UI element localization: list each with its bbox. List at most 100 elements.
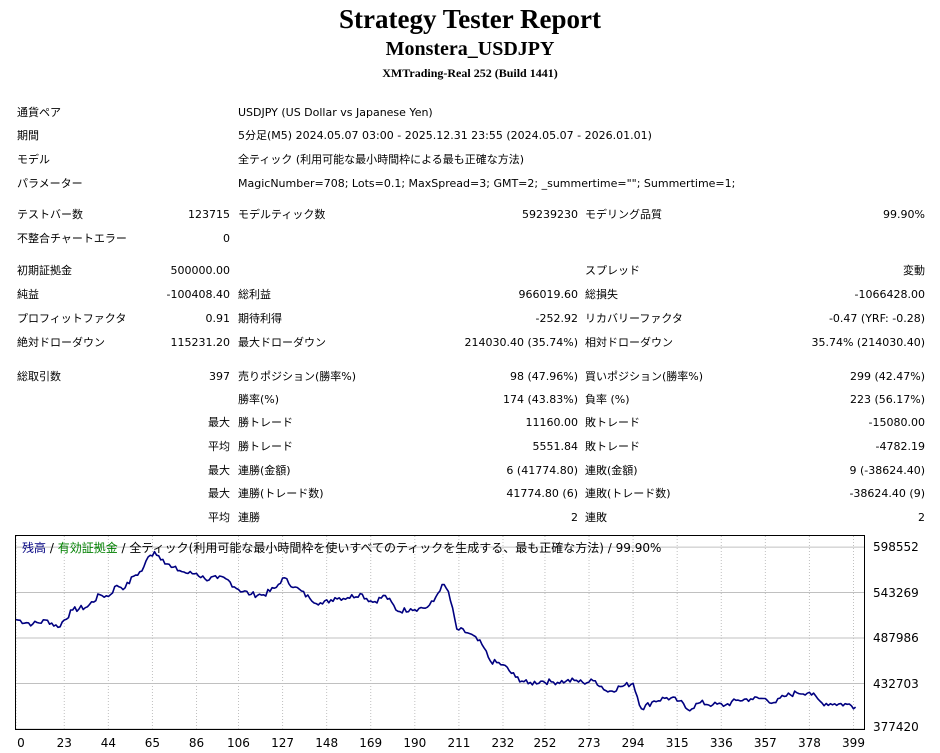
balance-chart — [15, 535, 865, 730]
x-tick-label: 148 — [315, 736, 339, 750]
pair-value: USDJPY (US Dollar vs Japanese Yen) — [238, 106, 433, 119]
max-label: 最大 — [208, 464, 230, 477]
gross-profit-label: 総利益 — [238, 288, 271, 301]
expected-payoff-label: 期待利得 — [238, 312, 282, 325]
short-positions-value: 98 (47.96%) — [509, 370, 578, 383]
net-profit-value: -100408.40 — [166, 288, 230, 301]
loss-rate-label: 負率 (%) — [585, 393, 630, 406]
avg-loss-trade-label: 敗トレード — [585, 440, 640, 453]
x-tick-label: 106 — [227, 736, 250, 750]
bars-label: テストバー数 — [17, 208, 83, 221]
profit-factor-value: 0.91 — [205, 312, 231, 325]
x-tick-label: 252 — [533, 736, 557, 750]
x-tick-label: 399 — [842, 736, 865, 750]
spread-value: 変動 — [903, 264, 925, 277]
x-tick-label: 357 — [753, 736, 777, 750]
legend-separator: / — [117, 541, 130, 555]
mismatch-label: 不整合チャートエラー — [17, 232, 127, 245]
x-tick-label: 65 — [144, 736, 161, 750]
consec-wins-count-value: 41774.80 (6) — [506, 487, 578, 500]
x-tick-label: 23 — [56, 736, 72, 750]
legend-separator: / — [46, 541, 58, 555]
rel-drawdown-label: 相対ドローダウン — [585, 336, 673, 349]
legend-model: 全ティック(利用可能な最小時間枠を使いすべてのティックを生成する、最も正確な方法… — [129, 541, 604, 555]
long-positions-value: 299 (42.47%) — [849, 370, 925, 383]
consec-wins-count-label: 連勝(トレード数) — [238, 487, 324, 500]
win-rate-value: 174 (43.83%) — [502, 393, 578, 406]
recovery-factor-value: -0.47 (YRF: -0.28) — [828, 312, 925, 325]
chart-legend: 残高 / 有効証拠金 / 全ティック(利用可能な最小時間枠を使いすべてのティック… — [22, 541, 661, 555]
balance-chart-plot — [16, 536, 864, 729]
y-tick-label: 543269 — [873, 585, 919, 600]
avg-label: 平均 — [208, 440, 230, 453]
x-tick-label: 86 — [188, 736, 205, 750]
max-drawdown-value: 214030.40 (35.74%) — [464, 336, 578, 349]
recovery-factor-label: リカバリーファクタ — [585, 312, 683, 325]
deposit-value: 500000.00 — [170, 264, 231, 277]
x-tick-label: 169 — [359, 736, 383, 750]
x-tick-label: 127 — [271, 736, 295, 750]
ticks-value: 59239230 — [522, 208, 578, 221]
expected-payoff-value: -252.92 — [535, 312, 578, 325]
y-tick-label: 377420 — [873, 720, 919, 734]
loss-rate-value: 223 (56.17%) — [849, 393, 925, 406]
avg-consec-wins-value: 2 — [571, 511, 578, 524]
avg-win-trade-value: 5551.84 — [532, 440, 579, 453]
profit-factor-label: プロフィットファクタ — [17, 312, 127, 325]
pair-label: 通貨ペア — [17, 106, 61, 119]
max-label: 最大 — [208, 416, 230, 429]
consec-losses-count-value: -38624.40 (9) — [849, 487, 925, 500]
deposit-label: 初期証拠金 — [17, 264, 72, 277]
rel-drawdown-value: 35.74% (214030.40) — [811, 336, 925, 349]
legend-separator: / — [603, 541, 616, 555]
gross-loss-value: -1066428.00 — [854, 288, 925, 301]
balance-series-line — [16, 550, 857, 712]
y-tick-label: 487986 — [873, 631, 919, 646]
report-title: Strategy Tester Report — [339, 4, 601, 34]
max-label: 最大 — [208, 487, 230, 500]
abs-drawdown-value: 115231.20 — [170, 336, 231, 349]
max-win-trade-value: 11160.00 — [525, 416, 579, 429]
x-tick-label: 190 — [403, 736, 427, 750]
y-tick-label: 598552 — [873, 540, 919, 555]
max-drawdown-label: 最大ドローダウン — [238, 336, 326, 349]
win-rate-label: 勝率(%) — [238, 393, 280, 406]
x-tick-label: 211 — [447, 736, 471, 750]
model-value: 全ティック (利用可能な最小時間枠による最も正確な方法) — [238, 153, 525, 166]
y-tick-label: 432703 — [873, 676, 919, 691]
avg-consec-wins-label: 連勝 — [238, 511, 260, 524]
abs-drawdown-label: 絶対ドローダウン — [17, 336, 105, 349]
avg-consec-losses-value: 2 — [918, 511, 925, 524]
consec-wins-amount-label: 連勝(金額) — [238, 464, 291, 477]
legend-equity: 有効証拠金 — [57, 541, 118, 555]
ea-name: Monstera_USDJPY — [385, 38, 555, 60]
gross-loss-label: 総損失 — [585, 288, 618, 301]
mismatch-value: 0 — [223, 232, 230, 245]
legend-balance: 残高 — [22, 541, 47, 555]
avg-loss-trade-value: -4782.19 — [875, 440, 925, 453]
max-loss-trade-value: -15080.00 — [868, 416, 925, 429]
legend-quality: 99.90% — [615, 541, 662, 555]
x-tick-label: 294 — [621, 736, 645, 750]
x-tick-label: 336 — [709, 736, 733, 750]
short-positions-label: 売りポジション(勝率%) — [238, 370, 357, 383]
long-positions-label: 買いポジション(勝率%) — [585, 370, 704, 383]
consec-wins-amount-value: 6 (41774.80) — [506, 464, 578, 477]
x-tick-label: 315 — [665, 736, 689, 750]
x-tick-label: 378 — [797, 736, 821, 750]
ticks-label: モデルティック数 — [238, 208, 326, 221]
consec-losses-amount-label: 連敗(金額) — [585, 464, 638, 477]
period-value: 5分足(M5) 2024.05.07 03:00 - 2025.12.31 23… — [238, 129, 652, 142]
max-loss-trade-label: 敗トレード — [585, 416, 640, 429]
parameters-label: パラメーター — [17, 177, 83, 190]
parameters-value: MagicNumber=708; Lots=0.1; MaxSpread=3; … — [238, 177, 736, 190]
total-trades-value: 397 — [209, 370, 230, 383]
x-tick-label: 232 — [491, 736, 515, 750]
consec-losses-amount-value: 9 (-38624.40) — [849, 464, 925, 477]
server-build: XMTrading-Real 252 (Build 1441) — [382, 66, 558, 80]
bars-value: 123715 — [188, 208, 230, 221]
model-label: モデル — [17, 153, 50, 166]
period-label: 期間 — [17, 129, 39, 142]
x-tick-label: 0 — [17, 736, 25, 750]
gross-profit-value: 966019.60 — [518, 288, 579, 301]
